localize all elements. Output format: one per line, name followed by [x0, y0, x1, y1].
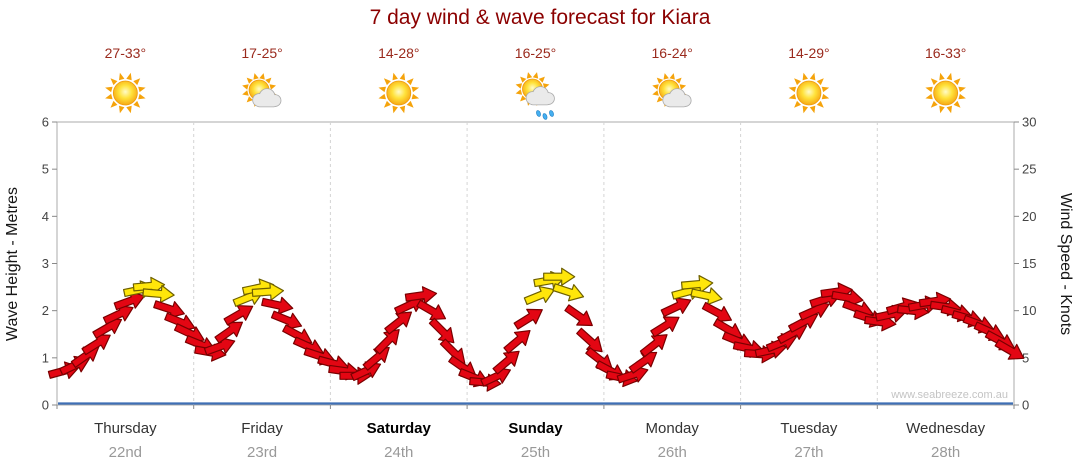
wind-axis-tick-label: 25	[1022, 162, 1036, 177]
day-date-label: 26th	[657, 444, 687, 461]
day-name-label: Sunday	[508, 420, 563, 437]
wind-arrow	[404, 286, 438, 305]
wave-axis-tick-label: 4	[42, 209, 49, 224]
wind-arrow	[552, 283, 585, 302]
wind-arrow	[142, 284, 175, 304]
sun-icon	[105, 72, 146, 114]
wind-axis-tick-label: 0	[1022, 398, 1029, 413]
day-name-label: Saturday	[366, 420, 431, 437]
day-temp-range: 14-29°	[788, 45, 830, 61]
wind-arrow	[416, 299, 447, 321]
wind-arrow	[113, 291, 146, 311]
day-name-label: Tuesday	[780, 420, 838, 437]
day-temp-range: 17-25°	[241, 45, 283, 61]
wind-arrow	[492, 350, 520, 375]
wind-arrow	[384, 311, 413, 335]
day-temp-range: 14-28°	[378, 45, 420, 61]
wind-arrow	[628, 351, 658, 374]
day-temp-range: 16-33°	[924, 45, 967, 61]
wind-arrow	[214, 321, 244, 344]
day-date-label: 27th	[794, 444, 824, 461]
wind-arrow	[701, 301, 733, 323]
wave-axis-tick-label: 3	[42, 256, 49, 271]
sun-icon	[925, 72, 966, 114]
day-temp-range: 16-25°	[514, 45, 557, 61]
wave-axis-tick-label: 1	[42, 350, 49, 365]
day-date-label: 22nd	[108, 444, 143, 461]
wind-axis-tick-label: 20	[1022, 209, 1036, 224]
day-date-label: 24th	[384, 444, 414, 461]
wind-axis-tick-label: 5	[1022, 350, 1029, 365]
wind-arrow	[543, 267, 576, 286]
day-date-label: 25th	[520, 444, 551, 461]
day-name-label: Monday	[645, 420, 699, 437]
wave-height-axis-label: Wave Height - Metres	[4, 187, 21, 341]
day-name-label: Thursday	[94, 420, 157, 437]
sun-icon	[788, 72, 830, 114]
wind-arrow	[650, 316, 680, 338]
wind-speed-axis-label: Wind Speed - Knots	[1057, 193, 1074, 335]
watermark: www.seabreeze.com.au	[891, 389, 1008, 401]
sun-cloud-rain-icon	[515, 72, 555, 120]
day-name-label: Wednesday	[906, 420, 986, 437]
wind-arrow	[639, 334, 668, 358]
wind-arrow	[362, 346, 390, 371]
wind-arrow	[523, 285, 556, 306]
wind-arrow	[251, 282, 285, 301]
wind-arrow	[564, 304, 593, 327]
wind-arrow	[660, 297, 692, 318]
wind-arrow	[503, 330, 531, 354]
wind-arrow	[261, 296, 294, 315]
sun-cloud-icon	[242, 73, 282, 108]
wave-axis-tick-label: 5	[42, 162, 49, 177]
wind-arrow	[153, 300, 185, 319]
sun-icon	[378, 72, 420, 114]
day-date-label: 23rd	[247, 444, 278, 461]
wind-axis-tick-label: 30	[1022, 115, 1036, 130]
wind-arrow	[690, 287, 723, 306]
wind-axis-tick-label: 15	[1022, 256, 1036, 271]
wave-axis-tick-label: 0	[42, 398, 49, 413]
wind-arrow	[223, 304, 254, 326]
day-temp-range: 16-24°	[651, 45, 693, 61]
page-title: 7 day wind & wave forecast for Kiara	[369, 6, 711, 29]
wind-axis-tick-label: 10	[1022, 303, 1036, 318]
sun-cloud-icon	[652, 73, 692, 108]
wind-arrow	[374, 328, 400, 355]
wave-axis-tick-label: 2	[42, 303, 49, 318]
wind-arrow	[513, 308, 543, 330]
wind-arrow	[831, 289, 864, 307]
plot-border	[56, 121, 1015, 406]
day-date-label: 28th	[931, 444, 961, 461]
wave-axis-tick-label: 6	[42, 115, 49, 130]
day-temp-range: 27-33°	[104, 45, 147, 61]
wind-arrow	[680, 274, 714, 294]
wind-arrow	[994, 339, 1025, 360]
wind-arrow	[270, 310, 303, 330]
day-name-label: Friday	[241, 420, 283, 437]
